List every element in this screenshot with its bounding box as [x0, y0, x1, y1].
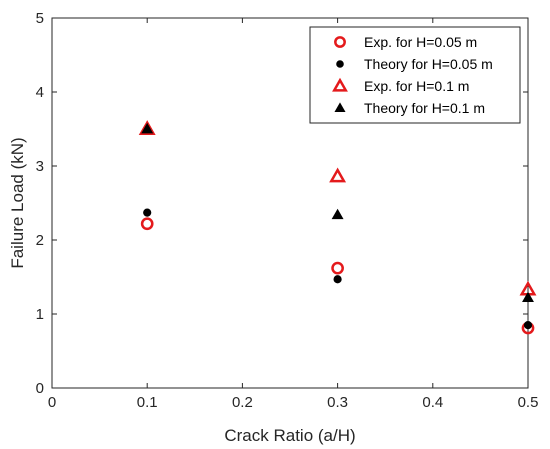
x-tick-label: 0.1: [137, 394, 158, 411]
data-point: [331, 208, 344, 220]
legend-entry: Exp. for H=0.05 m: [334, 34, 477, 50]
y-tick-label: 2: [36, 232, 44, 249]
data-point: [329, 167, 347, 183]
legend-marker: [334, 102, 346, 113]
legend-entry: Theory for H=0.05 m: [336, 56, 493, 72]
series-theory-for-h-0-05-m: [143, 208, 533, 330]
legend-marker: [334, 36, 346, 48]
data-point: [141, 122, 154, 134]
x-tick-label: 0: [48, 394, 56, 411]
y-tick-label: 5: [36, 10, 44, 27]
series-theory-for-h-0-1-m: [141, 122, 534, 303]
legend-label: Exp. for H=0.05 m: [364, 34, 477, 50]
legend-entry: Theory for H=0.1 m: [334, 100, 485, 116]
data-point: [140, 217, 154, 231]
y-tick-label: 3: [36, 158, 44, 175]
y-tick-label: 1: [36, 306, 44, 323]
x-tick-label: 0.4: [422, 394, 443, 411]
y-tick-label: 0: [36, 380, 44, 397]
data-point: [333, 275, 342, 284]
legend-entry: Exp. for H=0.1 m: [332, 77, 469, 94]
data-point: [143, 208, 152, 217]
data-point: [522, 291, 534, 303]
series-exp-for-h-0-05-m: [140, 217, 535, 335]
legend-label: Theory for H=0.05 m: [364, 56, 493, 72]
legend-marker: [336, 60, 344, 68]
data-point: [138, 120, 156, 135]
legend-label: Exp. for H=0.1 m: [364, 78, 469, 94]
x-tick-label: 0.5: [518, 394, 539, 411]
x-tick-label: 0.3: [327, 394, 348, 411]
x-axis-title: Crack Ratio (a/H): [224, 426, 355, 445]
legend-label: Theory for H=0.1 m: [364, 100, 485, 116]
y-axis-title: Failure Load (kN): [8, 137, 27, 268]
data-point: [331, 261, 344, 275]
data-point: [523, 321, 533, 330]
y-tick-label: 4: [36, 84, 44, 101]
legend-marker: [332, 77, 348, 92]
x-tick-label: 0.2: [232, 394, 253, 411]
